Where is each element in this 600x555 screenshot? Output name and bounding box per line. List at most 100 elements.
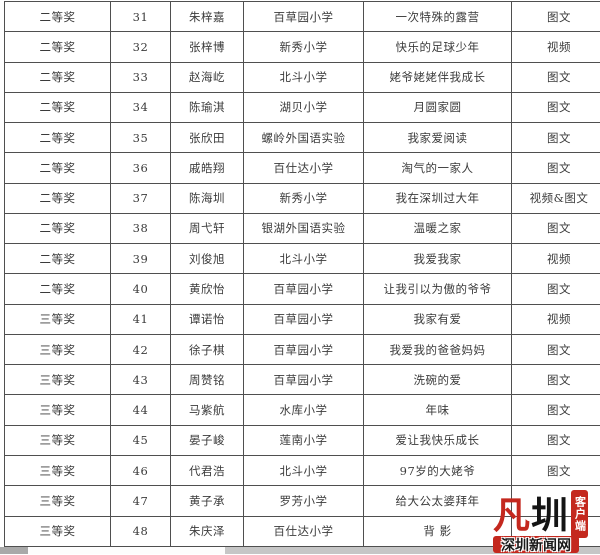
shenzhen-news-watermark: 凡 圳 客户端 深圳新闻网 [493,496,600,554]
cell-name: 周弋轩 [171,213,244,243]
table-row: 三等奖 42 徐子棋 百草园小学 我爱我的爸爸妈妈 图文 [5,334,600,364]
cell-number: 35 [111,123,171,153]
table-row: 二等奖 37 陈海圳 新秀小学 我在深圳过大年 视频&图文 [5,183,600,213]
cell-title: 淘气的一家人 [364,153,512,183]
cell-category: 图文 [512,153,600,183]
cell-award: 二等奖 [5,274,111,304]
cell-school: 湖贝小学 [244,92,364,122]
cell-school: 北斗小学 [244,62,364,92]
cell-category: 图文 [512,213,600,243]
table-row: 二等奖 34 陈瑜淇 湖贝小学 月圆家圆 图文 [5,92,600,122]
cell-name: 马紫航 [171,395,244,425]
cell-school: 百草园小学 [244,365,364,395]
cell-title: 我爱我的爸爸妈妈 [364,334,512,364]
cell-number: 36 [111,153,171,183]
cell-award: 三等奖 [5,395,111,425]
cell-title: 一次特殊的露营 [364,2,512,32]
cell-category: 图文 [512,62,600,92]
cell-title: 月圆家圆 [364,92,512,122]
table-row: 三等奖 44 马紫航 水库小学 年味 图文 [5,395,600,425]
bottom-strip-white-segment [28,547,225,554]
logo-fan-glyph: 凡 [493,498,530,534]
table-row: 二等奖 36 戚皓翔 百仕达小学 淘气的一家人 图文 [5,153,600,183]
cell-school: 新秀小学 [244,183,364,213]
cell-number: 32 [111,32,171,62]
cell-number: 45 [111,425,171,455]
logo-zhen-glyph: 圳 [531,498,568,534]
cell-category: 图文 [512,455,600,485]
watermark-logo-row: 凡 圳 客户端 [493,496,600,534]
cell-award: 三等奖 [5,486,111,516]
cell-name: 戚皓翔 [171,153,244,183]
cell-title: 我在深圳过大年 [364,183,512,213]
cell-number: 33 [111,62,171,92]
cell-award: 二等奖 [5,244,111,274]
cell-category: 视频 [512,244,600,274]
cell-school: 水库小学 [244,395,364,425]
table-row: 二等奖 39 刘俊旭 北斗小学 我爱我家 视频 [5,244,600,274]
cell-school: 百仕达小学 [244,153,364,183]
cell-school: 百草园小学 [244,274,364,304]
bottom-strip-dark-segment [0,547,28,554]
cell-title: 我爱我家 [364,244,512,274]
cell-school: 螺岭外国语实验 [244,123,364,153]
cell-name: 朱梓嘉 [171,2,244,32]
cell-name: 黄欣怡 [171,274,244,304]
cell-name: 张梓博 [171,32,244,62]
cell-name: 陈海圳 [171,183,244,213]
cell-number: 34 [111,92,171,122]
cell-category: 图文 [512,334,600,364]
cell-school: 北斗小学 [244,455,364,485]
shenzhen-news-banner: 深圳新闻网 [493,536,579,553]
cell-name: 陈瑜淇 [171,92,244,122]
cell-award: 二等奖 [5,92,111,122]
cell-title: 爱让我快乐成长 [364,425,512,455]
cell-school: 北斗小学 [244,244,364,274]
cell-award: 三等奖 [5,334,111,364]
cell-title: 给大公太婆拜年 [364,486,512,516]
cell-name: 朱庆泽 [171,516,244,546]
client-seal-badge: 客户端 [571,490,588,538]
cell-award: 二等奖 [5,123,111,153]
cell-school: 银湖外国语实验 [244,213,364,243]
cell-award: 三等奖 [5,425,111,455]
cell-number: 39 [111,244,171,274]
cell-name: 刘俊旭 [171,244,244,274]
awards-table-body: 二等奖 31 朱梓嘉 百草园小学 一次特殊的露营 图文 二等奖 32 张梓博 新… [5,2,600,547]
table-row: 二等奖 33 赵海屹 北斗小学 姥爷姥姥伴我成长 图文 [5,62,600,92]
cell-number: 38 [111,213,171,243]
cell-award: 三等奖 [5,304,111,334]
cell-award: 二等奖 [5,62,111,92]
cell-number: 37 [111,183,171,213]
cell-title: 我家爱阅读 [364,123,512,153]
cell-name: 晏子峻 [171,425,244,455]
cell-title: 让我引以为傲的爷爷 [364,274,512,304]
cell-number: 43 [111,365,171,395]
cell-school: 罗芳小学 [244,486,364,516]
cell-category: 图文 [512,92,600,122]
cell-award: 三等奖 [5,365,111,395]
cell-category: 视频&图文 [512,183,600,213]
cell-number: 31 [111,2,171,32]
cell-school: 百草园小学 [244,304,364,334]
cell-title: 年味 [364,395,512,425]
table-row: 三等奖 46 代君浩 北斗小学 97岁的大姥爷 图文 [5,455,600,485]
cell-category: 图文 [512,365,600,395]
table-row: 二等奖 35 张欣田 螺岭外国语实验 我家爱阅读 图文 [5,123,600,153]
cell-category: 视频 [512,304,600,334]
cell-award: 二等奖 [5,183,111,213]
cell-award: 二等奖 [5,153,111,183]
cell-title: 背 影 [364,516,512,546]
cell-category: 视频 [512,32,600,62]
table-row: 三等奖 41 谭诺怡 百草园小学 我家有爱 视频 [5,304,600,334]
table-row: 二等奖 40 黄欣怡 百草园小学 让我引以为傲的爷爷 图文 [5,274,600,304]
cell-title: 快乐的足球少年 [364,32,512,62]
cell-school: 新秀小学 [244,32,364,62]
cell-award: 二等奖 [5,2,111,32]
table-row: 三等奖 45 晏子峻 莲南小学 爱让我快乐成长 图文 [5,425,600,455]
cell-name: 徐子棋 [171,334,244,364]
cell-number: 47 [111,486,171,516]
cell-number: 40 [111,274,171,304]
cell-award: 二等奖 [5,32,111,62]
cell-school: 百草园小学 [244,2,364,32]
